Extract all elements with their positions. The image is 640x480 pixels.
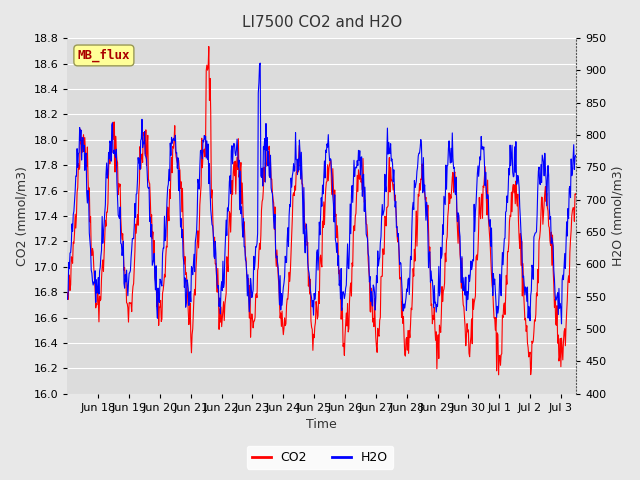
CO2 bbox=[241, 233, 248, 239]
Title: LI7500 CO2 and H2O: LI7500 CO2 and H2O bbox=[242, 15, 402, 30]
H2O bbox=[572, 153, 580, 158]
CO2 bbox=[128, 309, 136, 314]
H2O bbox=[415, 150, 423, 156]
CO2 bbox=[468, 316, 476, 322]
CO2 bbox=[83, 164, 91, 170]
H2O bbox=[468, 267, 476, 273]
Line: CO2: CO2 bbox=[67, 47, 576, 375]
Legend: CO2, H2O: CO2, H2O bbox=[247, 446, 393, 469]
H2O bbox=[63, 297, 71, 302]
H2O bbox=[128, 246, 136, 252]
Text: MB_flux: MB_flux bbox=[77, 49, 130, 62]
H2O bbox=[558, 277, 566, 283]
Line: H2O: H2O bbox=[67, 63, 576, 324]
Y-axis label: H2O (mmol/m3): H2O (mmol/m3) bbox=[612, 166, 625, 266]
H2O bbox=[83, 190, 91, 196]
X-axis label: Time: Time bbox=[307, 419, 337, 432]
CO2 bbox=[205, 44, 212, 49]
H2O bbox=[257, 60, 264, 66]
CO2 bbox=[572, 190, 580, 196]
CO2 bbox=[415, 193, 423, 199]
H2O bbox=[240, 244, 248, 250]
CO2 bbox=[558, 346, 566, 352]
H2O bbox=[557, 321, 565, 327]
CO2 bbox=[63, 290, 71, 296]
Y-axis label: CO2 (mmol/m3): CO2 (mmol/m3) bbox=[15, 166, 28, 266]
CO2 bbox=[495, 372, 502, 378]
